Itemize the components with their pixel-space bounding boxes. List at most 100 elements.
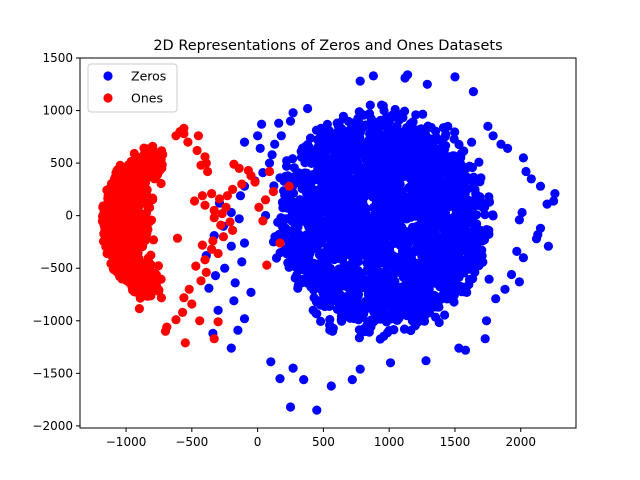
point-zeros <box>304 230 314 240</box>
point-zeros <box>370 165 380 175</box>
point-zeros <box>463 205 473 215</box>
point-zeros <box>410 321 420 331</box>
y-tick-label: 0 <box>65 209 73 223</box>
point-zeros <box>400 73 410 83</box>
point-zeros <box>398 204 408 214</box>
point-ones <box>200 200 210 210</box>
point-zeros <box>368 71 378 81</box>
point-zeros <box>235 191 246 201</box>
point-zeros <box>353 167 363 177</box>
point-ones <box>131 267 141 277</box>
point-zeros <box>430 256 440 266</box>
point-ones <box>284 181 294 191</box>
point-zeros <box>449 134 459 144</box>
point-zeros <box>324 275 334 285</box>
point-zeros <box>381 216 391 226</box>
point-zeros <box>406 233 416 243</box>
point-zeros <box>438 123 448 133</box>
point-ones <box>132 167 142 177</box>
point-zeros <box>341 195 351 205</box>
point-ones <box>130 182 140 192</box>
point-zeros <box>375 278 385 288</box>
legend: Zeros Ones <box>87 63 178 113</box>
point-ones <box>130 239 140 249</box>
point-ones <box>112 165 122 175</box>
point-zeros <box>382 262 392 272</box>
point-zeros <box>417 256 427 267</box>
legend-marker-ones <box>103 93 113 103</box>
legend-marker-zeros <box>103 71 113 81</box>
point-zeros <box>352 244 362 254</box>
point-zeros <box>246 287 256 297</box>
point-zeros <box>305 171 315 181</box>
point-zeros <box>332 270 342 280</box>
point-ones <box>124 251 134 262</box>
point-zeros <box>257 119 267 129</box>
point-zeros <box>320 206 331 216</box>
point-zeros <box>425 230 435 240</box>
point-zeros <box>399 243 409 253</box>
point-ones <box>207 189 217 199</box>
point-ones <box>218 232 228 242</box>
point-zeros <box>264 158 275 168</box>
point-ones <box>109 199 119 209</box>
point-zeros <box>414 246 424 256</box>
point-zeros <box>420 206 430 216</box>
point-zeros <box>531 234 542 244</box>
point-zeros <box>371 183 381 193</box>
point-zeros <box>308 305 318 315</box>
point-ones <box>216 220 226 230</box>
point-ones <box>196 276 206 286</box>
point-ones <box>154 286 164 296</box>
point-zeros <box>314 157 324 167</box>
point-zeros <box>230 278 240 288</box>
point-zeros <box>397 109 407 119</box>
point-zeros <box>381 113 391 123</box>
point-zeros <box>442 227 452 237</box>
point-zeros <box>456 182 467 192</box>
point-zeros <box>450 151 460 162</box>
point-zeros <box>380 121 390 131</box>
point-zeros <box>239 238 250 248</box>
point-zeros <box>468 87 478 97</box>
point-zeros <box>450 72 460 82</box>
point-ones <box>134 304 144 314</box>
point-zeros <box>463 255 473 265</box>
point-zeros <box>420 142 430 152</box>
point-zeros <box>488 131 498 141</box>
point-zeros <box>336 137 346 148</box>
point-zeros <box>446 177 456 187</box>
point-zeros <box>299 152 309 162</box>
point-zeros <box>483 121 493 131</box>
point-zeros <box>420 293 430 303</box>
point-zeros <box>461 240 471 250</box>
point-zeros <box>403 156 413 166</box>
point-zeros <box>429 168 439 178</box>
point-zeros <box>316 123 326 133</box>
point-ones <box>197 191 207 201</box>
point-zeros <box>435 209 445 219</box>
point-zeros <box>414 170 424 181</box>
point-ones <box>209 213 219 223</box>
point-ones <box>254 202 264 212</box>
point-zeros <box>334 180 344 190</box>
point-zeros <box>488 210 498 220</box>
point-zeros <box>352 294 362 304</box>
point-zeros <box>355 128 365 138</box>
point-zeros <box>422 162 433 172</box>
point-zeros <box>467 137 477 147</box>
point-zeros <box>239 137 250 147</box>
point-zeros <box>403 183 413 193</box>
point-zeros <box>349 277 359 287</box>
point-zeros <box>288 207 299 218</box>
point-zeros <box>472 242 482 252</box>
point-ones <box>148 235 159 245</box>
point-zeros <box>325 142 335 152</box>
point-ones <box>145 217 155 227</box>
point-zeros <box>239 314 250 324</box>
point-zeros <box>445 272 455 282</box>
point-zeros <box>443 185 453 195</box>
point-zeros <box>234 214 244 224</box>
point-zeros <box>518 153 529 163</box>
point-ones <box>116 250 126 260</box>
